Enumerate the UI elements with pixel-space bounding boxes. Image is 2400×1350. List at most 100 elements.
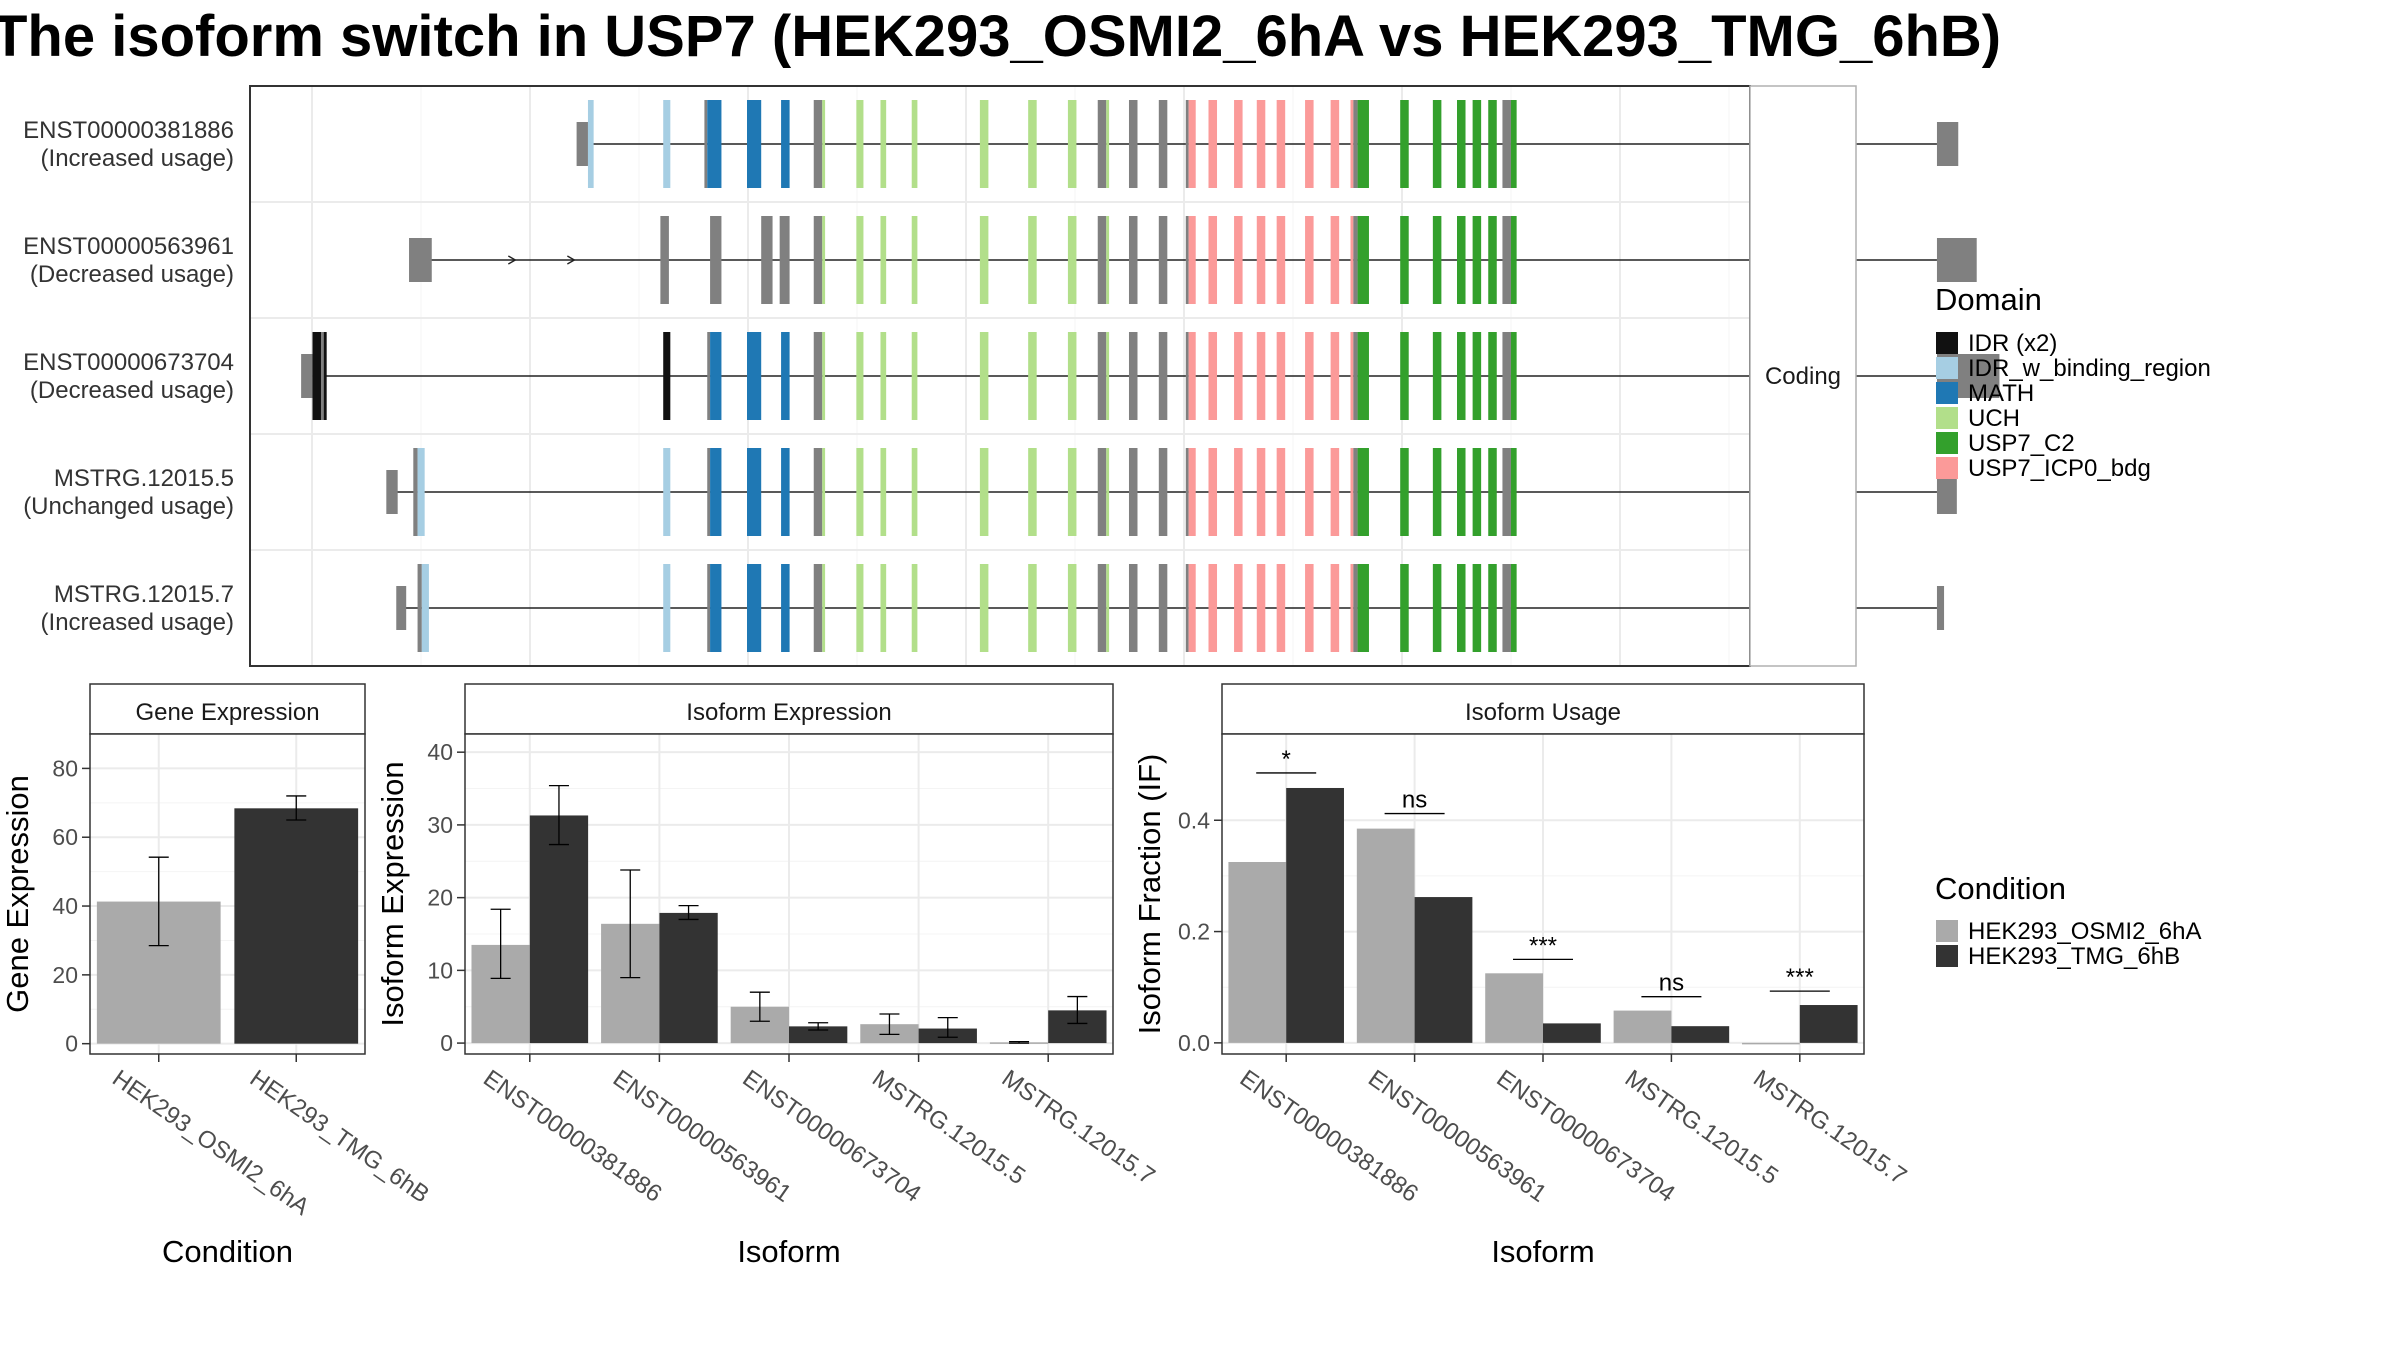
y-tick-label: 80: [52, 755, 78, 781]
domain-legend-label: USP7_ICP0_bdg: [1968, 455, 2151, 482]
exon-domain-usp7-icp0-bdg: [1350, 216, 1354, 304]
exon-domain-uch: [911, 100, 918, 188]
exon-domain-usp7-icp0-bdg: [1330, 216, 1340, 304]
exon-noncoding-domain: [813, 332, 823, 420]
exon-noncoding-domain: [761, 216, 773, 304]
exon-domain-uch: [822, 100, 826, 188]
exon-domain-math: [747, 100, 762, 188]
exon-noncoding-domain: [1502, 100, 1511, 188]
bar-tmg-enst00000563961: [659, 912, 718, 1044]
exon-domain-math: [747, 332, 762, 420]
exon-domain-usp7-icp0-bdg: [1208, 332, 1218, 420]
exon-domain-uch: [856, 100, 864, 188]
significance-label: ***: [1529, 932, 1557, 959]
exon-domain-uch: [856, 332, 864, 420]
exon-domain-math: [710, 332, 722, 420]
exon-domain-usp7-c2: [1357, 100, 1369, 188]
exon-domain-math: [747, 448, 762, 536]
exon-domain-uch: [1067, 332, 1077, 420]
exon-domain-uch: [822, 332, 826, 420]
exon-domain-usp7-icp0-bdg: [1188, 448, 1196, 536]
figure-title: The isoform switch in USP7 (HEK293_OSMI2…: [0, 4, 2001, 69]
exon-domain-usp7-icp0-bdg: [1256, 564, 1266, 652]
exon-domain-usp7-icp0-bdg: [1188, 216, 1196, 304]
y-tick-label: 0.2: [1178, 919, 1210, 945]
exon-domain-usp7-icp0-bdg: [1276, 216, 1286, 304]
domain-legend-title: Domain: [1935, 282, 2042, 317]
exon-domain-usp7-c2: [1488, 448, 1497, 536]
x-axis-title: Condition: [162, 1234, 293, 1269]
exon-domain-math: [710, 564, 722, 652]
exon-domain-usp7-icp0-bdg: [1188, 332, 1196, 420]
exon-domain-idr-w-binding-region: [417, 448, 425, 536]
exon-domain-usp7-c2: [1432, 564, 1442, 652]
exon-domain-usp7-c2: [1432, 100, 1442, 188]
exon-noncoding-domain: [813, 448, 823, 536]
panel-title: Gene Expression: [135, 699, 319, 726]
exon-domain-usp7-icp0-bdg: [1256, 216, 1266, 304]
exon-domain-usp7-icp0-bdg: [1234, 564, 1243, 652]
utr-block-5prime: [576, 122, 588, 166]
utr-block-3prime: [1936, 586, 1945, 630]
exon-domain-usp7-c2: [1400, 448, 1409, 536]
x-axis-title: Isoform: [1491, 1234, 1594, 1269]
exon-domain-usp7-icp0-bdg: [1305, 564, 1314, 652]
transcript-id-label: MSTRG.12015.7: [54, 581, 234, 608]
transcript-track: [301, 332, 2000, 420]
domain-legend-label: MATH: [1968, 380, 2034, 407]
exon-domain-math: [781, 100, 790, 188]
exon-domain-uch: [1106, 332, 1110, 420]
exon-domain-math: [710, 448, 722, 536]
exon-noncoding-domain: [1502, 332, 1511, 420]
exon-domain-usp7-c2: [1457, 100, 1466, 188]
y-tick-label: 30: [427, 812, 453, 838]
exon-noncoding-domain: [1097, 332, 1107, 420]
exon-noncoding-domain: [1185, 216, 1189, 304]
exon-domain-idr-w-binding-region: [663, 564, 671, 652]
exon-domain-usp7-c2: [1510, 100, 1517, 188]
exon-noncoding-domain: [1502, 448, 1511, 536]
transcript-id-label: ENST00000563961: [23, 233, 234, 260]
panel-title: Isoform Expression: [686, 699, 891, 726]
bar-osmi2-mstrg-12015-5: [1613, 1010, 1672, 1043]
exon-domain-usp7-icp0-bdg: [1330, 564, 1340, 652]
exon-domain-uch: [979, 564, 989, 652]
exon-domain-math: [781, 332, 790, 420]
exon-domain-math: [781, 564, 790, 652]
exon-noncoding-domain: [1158, 216, 1168, 304]
transcript-track: [386, 448, 1957, 536]
y-tick-label: 0.4: [1178, 807, 1210, 833]
exon-domain-uch: [880, 564, 887, 652]
bar-tmg-enst00000673704: [1543, 1023, 1601, 1043]
y-tick-label: 0: [65, 1031, 78, 1057]
exon-domain-usp7-icp0-bdg: [1350, 100, 1354, 188]
exon-noncoding-domain: [1185, 332, 1189, 420]
exon-domain-idr-w-binding-region: [663, 100, 671, 188]
exon-domain-uch: [911, 564, 918, 652]
significance-label: ***: [1786, 964, 1814, 991]
exon-domain-usp7-icp0-bdg: [1330, 100, 1340, 188]
exon-domain-uch: [1106, 100, 1110, 188]
exon-domain-usp7-c2: [1510, 564, 1517, 652]
exon-domain-uch: [856, 448, 864, 536]
exon-domain-idr-w-binding-region: [587, 100, 594, 188]
y-tick-label: 60: [52, 824, 78, 850]
bar-tmg-mstrg-12015-5: [1671, 1026, 1730, 1043]
bar-osmi2-enst00000381886: [1228, 862, 1287, 1043]
exon-domain-usp7-icp0-bdg: [1188, 100, 1196, 188]
domain-legend-key: [1936, 407, 1958, 429]
exon-domain-uch: [1067, 100, 1077, 188]
exon-noncoding-domain: [321, 332, 324, 420]
panel-border: [89, 733, 366, 1055]
exon-domain-idr-x2-: [663, 332, 671, 420]
exon-noncoding-domain: [707, 448, 711, 536]
y-tick-label: 40: [427, 739, 453, 765]
exon-domain-usp7-c2: [1457, 564, 1466, 652]
bar-osmi2-enst00000563961: [1356, 828, 1415, 1043]
utr-block-3prime: [1936, 238, 1977, 282]
exon-noncoding-domain: [1185, 448, 1189, 536]
bar-panel-isoform-expression: Isoform Expression010203040ENST000003818…: [375, 683, 1160, 1269]
bar-tmg-enst00000563961: [1414, 897, 1473, 1043]
exon-domain-usp7-icp0-bdg: [1234, 332, 1243, 420]
exon-domain-usp7-icp0-bdg: [1330, 448, 1340, 536]
